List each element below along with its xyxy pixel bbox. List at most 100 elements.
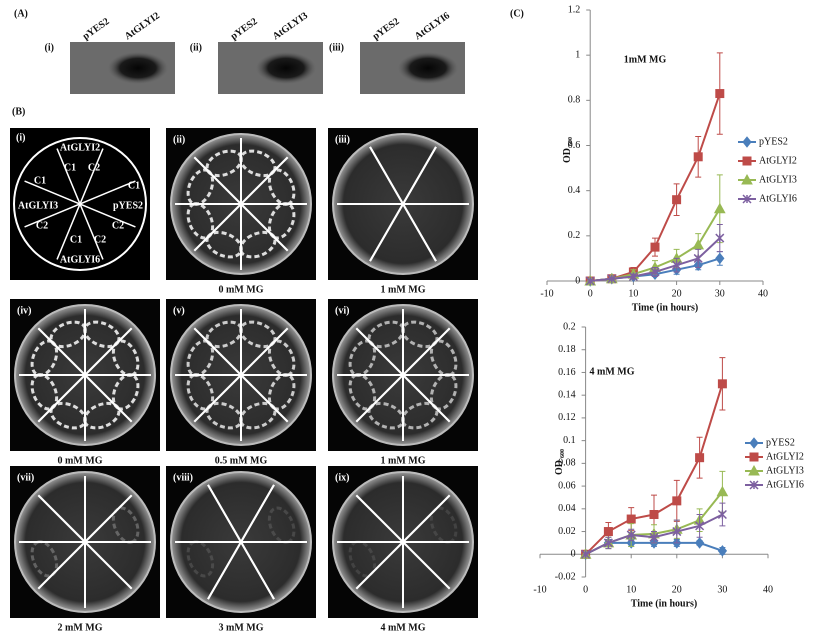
blot-label: (iii) — [329, 42, 344, 53]
y-tick-label: 0.8 — [568, 95, 581, 106]
data-point — [715, 252, 725, 265]
data-point — [649, 532, 659, 542]
x-tick-label: 10 — [628, 288, 638, 299]
x-tick-label: 30 — [717, 584, 727, 595]
plate-caption: 0 mM MG — [219, 284, 264, 295]
blot-band — [398, 52, 458, 84]
plate-label: (vii) — [17, 472, 34, 483]
blot-label: (ii) — [190, 42, 202, 53]
data-point — [603, 527, 613, 537]
key-text: pYES2 — [113, 200, 143, 211]
blot-label: (i) — [45, 42, 54, 53]
panel-label: (B) — [12, 106, 25, 117]
data-point — [716, 485, 729, 497]
data-point — [695, 521, 705, 531]
key-text: AtGLYI3 — [18, 200, 58, 211]
data-point — [672, 527, 682, 537]
lane-label: AtGLYI6 — [413, 10, 452, 42]
blot-band — [256, 52, 316, 84]
chart-title: 4 mM MG — [590, 366, 635, 377]
legend-label: AtGLYI2 — [759, 155, 797, 166]
plate-caption: 0.5 mM MG — [215, 455, 268, 466]
y-tick-label: 0.04 — [558, 503, 576, 514]
x-axis-title: Time (in hours) — [632, 302, 699, 313]
legend-label: AtGLYI2 — [766, 451, 804, 462]
lane-label: pYES2 — [371, 16, 402, 42]
data-point — [715, 233, 725, 243]
key-text: AtGLYI6 — [60, 254, 100, 265]
key-text: C2 — [112, 220, 124, 231]
y-tick-label: 0 — [575, 275, 580, 286]
x-tick-label: 40 — [758, 288, 768, 299]
y-tick-label: 0.1 — [563, 435, 576, 446]
x-tick-label: -10 — [533, 584, 546, 595]
data-point — [626, 530, 636, 540]
x-tick-label: 40 — [763, 584, 773, 595]
data-point — [713, 202, 726, 214]
data-point — [694, 537, 705, 549]
plate-caption: 3 mM MG — [219, 622, 264, 633]
key-text: C1 — [64, 162, 76, 173]
plate-label: (iv) — [17, 305, 31, 316]
y-axis-title-main: OD — [554, 460, 565, 475]
data-point — [715, 89, 725, 99]
plate-label: (ix) — [335, 472, 349, 483]
key-text: C1 — [70, 234, 82, 245]
key-text: C1 — [34, 175, 46, 186]
legend-marker — [742, 194, 752, 204]
x-tick-label: 0 — [583, 584, 588, 595]
data-point — [695, 453, 705, 463]
chart-title: 1mM MG — [624, 54, 667, 65]
data-point — [693, 253, 703, 263]
legend-label: AtGLYI3 — [766, 465, 804, 476]
key-text: C2 — [88, 162, 100, 173]
legend-marker — [748, 464, 760, 476]
x-tick-label: 20 — [672, 584, 682, 595]
y-tick-label: 1.2 — [568, 4, 581, 15]
y-tick-label: 0.4 — [568, 185, 581, 196]
y-tick-label: 0.18 — [558, 344, 576, 355]
lane-label: AtGLYI3 — [271, 10, 310, 42]
plate-label: (ii) — [173, 134, 185, 145]
data-point — [693, 152, 703, 162]
data-point — [672, 496, 682, 506]
legend-marker — [749, 480, 759, 490]
lane-label: AtGLYI2 — [123, 10, 162, 42]
legend-marker — [742, 156, 752, 166]
plate-label: (vi) — [335, 305, 349, 316]
key-text: AtGLYI2 — [60, 142, 100, 153]
y-tick-label: 0.2 — [563, 321, 576, 332]
plate-divider — [37, 327, 133, 423]
data-point — [717, 379, 727, 389]
data-point — [626, 514, 636, 524]
data-point — [672, 260, 682, 270]
plate-divider — [193, 327, 289, 423]
plate-label: (i) — [16, 132, 25, 143]
legend-marker — [741, 173, 753, 185]
y-tick-label: 0.6 — [568, 140, 581, 151]
y-axis-title: OD 600 — [554, 449, 566, 475]
data-point — [650, 242, 660, 252]
plate-caption: 0 mM MG — [58, 455, 103, 466]
plate-caption: 1 mM MG — [381, 284, 426, 295]
plate-divider — [355, 494, 451, 590]
y-tick-label: 0.12 — [558, 412, 576, 423]
x-tick-label: 30 — [715, 288, 725, 299]
plate-divider — [37, 494, 133, 590]
y-axis-title-sub: 600 — [568, 137, 574, 146]
x-axis-title: Time (in hours) — [631, 598, 698, 609]
y-tick-label: -0.02 — [555, 571, 576, 582]
legend-label: pYES2 — [759, 136, 788, 147]
plate-divider — [355, 327, 451, 423]
legend-marker — [742, 136, 752, 148]
plate-divider — [369, 146, 437, 262]
blot-band — [108, 52, 168, 84]
x-tick-label: 10 — [626, 584, 636, 595]
data-point — [628, 271, 638, 282]
lane-label: pYES2 — [81, 16, 112, 42]
plate-caption: 2 mM MG — [58, 622, 103, 633]
y-tick-label: 1 — [575, 49, 580, 60]
y-tick-label: 0.08 — [558, 458, 576, 469]
x-tick-label: 0 — [588, 288, 593, 299]
